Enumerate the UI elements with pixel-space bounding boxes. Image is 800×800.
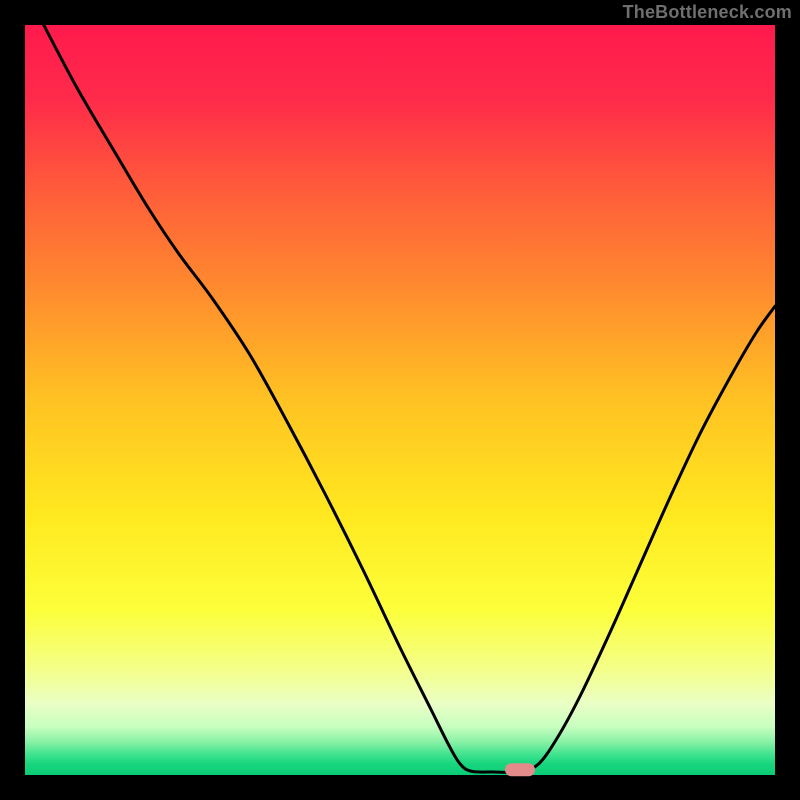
optimum-marker (505, 763, 535, 777)
plot-area (25, 25, 775, 775)
chart-container: TheBottleneck.com (0, 0, 800, 800)
background-gradient (25, 25, 775, 775)
watermark-text: TheBottleneck.com (623, 2, 792, 23)
